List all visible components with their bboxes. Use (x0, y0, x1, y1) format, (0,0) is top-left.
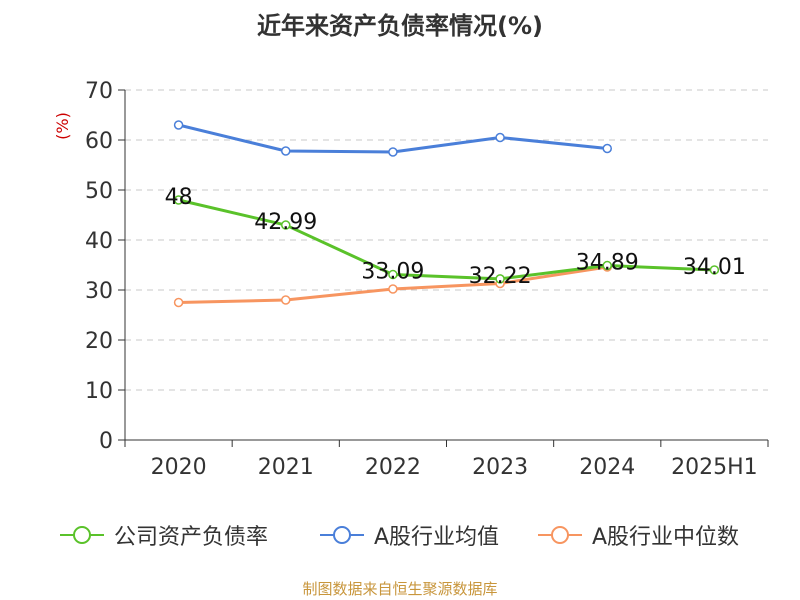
legend-label-company: 公司资产负债率 (114, 525, 269, 550)
data-point-company (173, 195, 184, 205)
chart-title: 近年来资产负债率情况(%) (257, 12, 543, 40)
legend-line-icon (538, 526, 582, 544)
legend-label-avg: A股行业均值 (374, 525, 500, 550)
x-tick-label: 2021 (258, 455, 314, 480)
data-label: 48 (165, 185, 193, 210)
data-point-median (388, 284, 398, 294)
data-point-median (281, 295, 291, 305)
data-point-company (281, 220, 291, 230)
data-label: 32.22 (469, 264, 532, 289)
legend-line-icon (320, 526, 364, 544)
data-label: 42.99 (254, 210, 317, 235)
grid-lines (125, 89, 768, 391)
legend-label-median: A股行业中位数 (592, 525, 740, 550)
data-point-company (709, 265, 720, 275)
data-label: 34.01 (683, 255, 746, 280)
data-labels: 48 42.99 33.09 32.22 34.89 34.01 (165, 185, 746, 289)
data-point-avg (602, 143, 612, 154)
y-axis-label: (%) (53, 112, 72, 140)
y-tick-label: 70 (85, 79, 113, 104)
data-label: 34.89 (576, 251, 639, 276)
series-line-company (178, 198, 715, 281)
axes: 0 10 20 30 40 50 60 70 2020 2021 2022 2023 2024 2025H… (53, 79, 769, 480)
x-tick-label: 2020 (151, 455, 207, 480)
data-point-company (388, 269, 398, 280)
legend-line-icon (60, 526, 104, 544)
y-tick-label: 10 (85, 379, 113, 404)
legend-item-company[interactable]: 公司资产负债率 (58, 520, 268, 550)
legend-item-avg[interactable]: A股行业均值 (318, 520, 499, 550)
y-tick-label: 20 (85, 329, 113, 354)
data-label: 33.09 (361, 260, 424, 285)
data-point-company (495, 274, 505, 284)
data-point-avg (173, 120, 184, 130)
data-point-company (602, 260, 612, 271)
x-tick-label: 2025H1 (671, 455, 758, 480)
data-point-median (173, 297, 184, 308)
data-point-avg (495, 132, 505, 143)
data-point-avg (388, 147, 398, 157)
y-tick-label: 30 (85, 279, 113, 304)
x-tick-label: 2024 (579, 455, 635, 480)
y-tick-label: 60 (85, 129, 113, 154)
x-tick-label: 2023 (472, 455, 528, 480)
series-lines (173, 120, 720, 308)
y-tick-label: 40 (85, 229, 113, 254)
data-point-avg (281, 146, 291, 156)
x-tick-label: 2022 (365, 455, 421, 480)
legend-item-median[interactable]: A股行业中位数 (536, 520, 739, 550)
y-tick-label: 50 (85, 179, 113, 204)
source-note: 制图数据来自恒生聚源数据库 (302, 580, 498, 598)
y-tick-label: 0 (99, 429, 113, 454)
